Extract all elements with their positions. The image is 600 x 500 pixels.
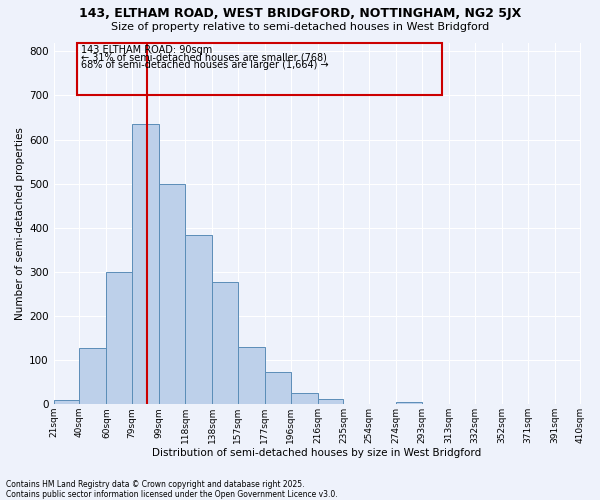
Bar <box>106 272 132 404</box>
Text: 143, ELTHAM ROAD, WEST BRIDGFORD, NOTTINGHAM, NG2 5JX: 143, ELTHAM ROAD, WEST BRIDGFORD, NOTTIN… <box>79 8 521 20</box>
Text: 68% of semi-detached houses are larger (1,664) →: 68% of semi-detached houses are larger (… <box>81 60 328 70</box>
Bar <box>212 282 238 404</box>
Bar <box>185 235 212 404</box>
Bar <box>397 402 422 404</box>
Bar <box>318 399 343 404</box>
Bar <box>79 348 106 404</box>
X-axis label: Distribution of semi-detached houses by size in West Bridgford: Distribution of semi-detached houses by … <box>152 448 482 458</box>
Y-axis label: Number of semi-detached properties: Number of semi-detached properties <box>15 127 25 320</box>
Bar <box>159 184 185 404</box>
Bar <box>132 124 159 404</box>
Text: ← 31% of semi-detached houses are smaller (768): ← 31% of semi-detached houses are smalle… <box>81 52 326 62</box>
Text: 143 ELTHAM ROAD: 90sqm: 143 ELTHAM ROAD: 90sqm <box>81 44 212 54</box>
Bar <box>265 372 290 404</box>
Text: Size of property relative to semi-detached houses in West Bridgford: Size of property relative to semi-detach… <box>111 22 489 32</box>
Bar <box>53 400 79 404</box>
Bar <box>238 347 265 404</box>
Text: Contains HM Land Registry data © Crown copyright and database right 2025.
Contai: Contains HM Land Registry data © Crown c… <box>6 480 338 499</box>
Bar <box>290 393 318 404</box>
Bar <box>77 42 442 96</box>
